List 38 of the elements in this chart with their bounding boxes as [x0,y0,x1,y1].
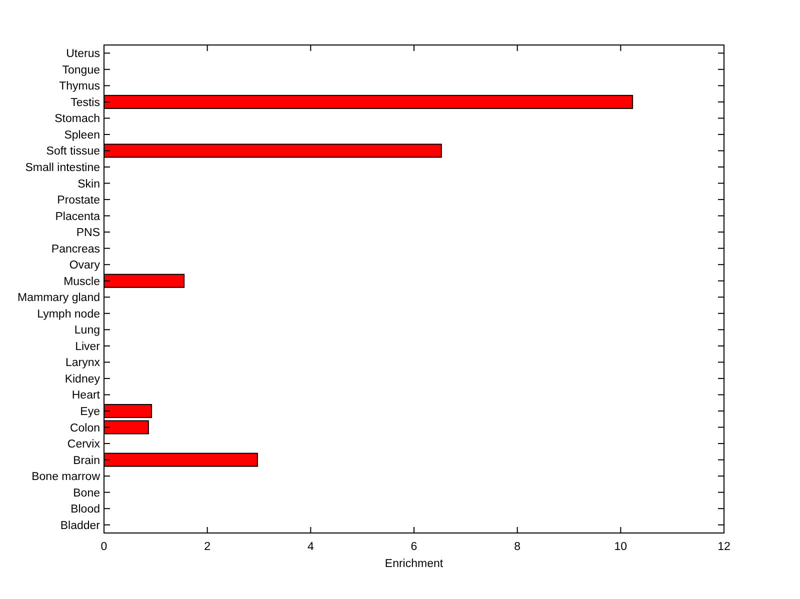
y-tick-label: Lung [74,324,100,337]
y-tick-label: Eye [80,406,100,418]
y-tick-label: Heart [72,390,101,402]
y-tick-label: Placenta [55,210,101,223]
y-tick-label: Spleen [64,129,100,142]
y-tick-label: Lymph node [37,308,100,320]
x-axis-title: Enrichment [384,558,444,570]
y-tick-label: Prostate [57,194,100,207]
y-tick-label: Skin [78,178,100,190]
y-tick-label: Stomach [54,113,100,126]
y-tick-label: Colon [70,422,100,434]
y-tick-label: Mammary gland [18,292,100,304]
y-tick-label: Uterus [66,48,100,60]
y-tick-label: Cervix [67,438,100,451]
x-tick-label: 4 [307,541,314,553]
y-tick-label: Tongue [62,64,100,76]
y-tick-label: Liver [75,340,100,353]
y-tick-label: Bone marrow [32,471,101,484]
y-tick-label: Soft tissue [46,146,100,158]
y-tick-label: Larynx [65,357,100,370]
y-tick-label: Thymus [59,80,100,93]
y-tick-label: Bladder [60,520,100,532]
x-tick-label: 6 [410,541,418,553]
y-tick-label: Kidney [64,373,100,386]
x-tick-label: 12 [718,541,730,553]
x-tick-label: 0 [100,541,108,553]
y-tick-label: Muscle [64,276,100,288]
y-tick-label: Blood [70,504,100,516]
y-tick-label: Testis [70,96,100,109]
y-tick-label: Pancreas [51,243,100,256]
y-tick-label: Small intestine [25,162,100,174]
y-tick-label: Brain [73,454,100,467]
x-tick-label: 2 [204,541,211,553]
y-tick-label: Bone [73,487,100,500]
y-tick-label: PNS [76,227,100,240]
x-tick-label: 8 [514,541,521,553]
y-tick-label: Ovary [69,260,100,272]
x-tick-label: 10 [614,541,628,553]
